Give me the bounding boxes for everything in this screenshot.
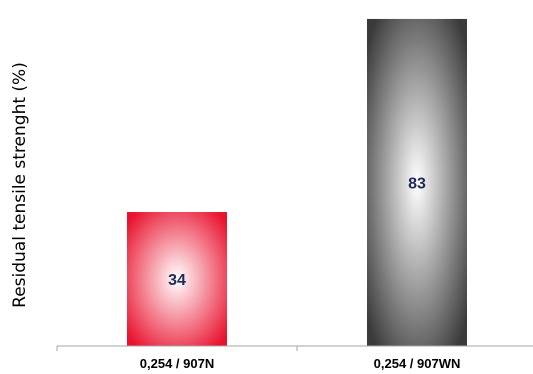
category-label-1: 0,254 / 907WN xyxy=(374,356,461,371)
bar-1 xyxy=(367,18,467,346)
data-label-1: 83 xyxy=(408,175,426,192)
data-labels-group: 34 83 xyxy=(168,175,426,289)
x-axis-ticks-group xyxy=(56,346,298,351)
bar-0 xyxy=(127,212,227,346)
x-axis-categories-group: 0,254 / 907N 0,254 / 907WN xyxy=(140,356,461,371)
data-label-0: 34 xyxy=(168,272,186,289)
y-axis-label: Residual tensile strenght (%) xyxy=(10,62,30,308)
bars-group xyxy=(127,18,467,346)
category-label-0: 0,254 / 907N xyxy=(140,356,214,371)
